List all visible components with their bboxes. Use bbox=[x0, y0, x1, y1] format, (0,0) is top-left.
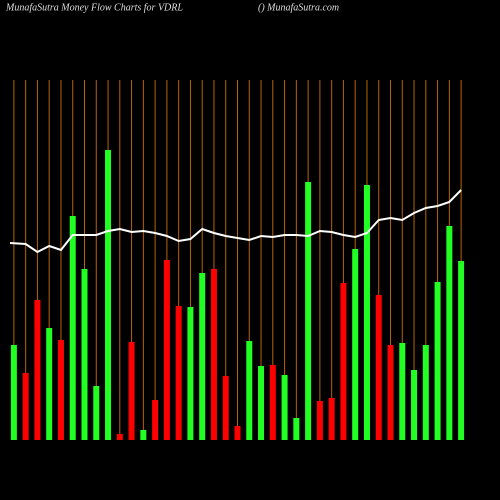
bar bbox=[199, 273, 206, 440]
bar bbox=[363, 185, 370, 440]
bar bbox=[163, 260, 170, 440]
bar bbox=[81, 269, 88, 440]
bar bbox=[340, 283, 347, 440]
bar bbox=[375, 295, 382, 440]
chart-title: MunafaSutra Money Flow Charts for VDRL bbox=[5, 2, 183, 13]
bar bbox=[46, 328, 53, 440]
bar bbox=[140, 430, 147, 440]
money-flow-line bbox=[9, 189, 462, 254]
bar bbox=[258, 366, 265, 440]
bar bbox=[22, 373, 29, 440]
bar bbox=[387, 345, 394, 440]
bar bbox=[34, 300, 41, 440]
bar bbox=[116, 434, 123, 440]
bar bbox=[128, 342, 135, 440]
bar bbox=[446, 226, 453, 440]
bar bbox=[210, 269, 217, 440]
bar bbox=[269, 365, 276, 440]
bar bbox=[57, 340, 64, 440]
bar bbox=[93, 386, 100, 440]
bar bbox=[422, 345, 429, 440]
bar bbox=[293, 418, 300, 440]
bar bbox=[234, 426, 241, 440]
bar bbox=[69, 216, 76, 440]
bar bbox=[411, 370, 418, 440]
bar bbox=[399, 343, 406, 440]
bar bbox=[175, 306, 182, 440]
site-label: () MunafaSutra.com bbox=[258, 2, 339, 13]
bar bbox=[305, 182, 312, 440]
bar bbox=[246, 341, 253, 440]
bar bbox=[222, 376, 229, 440]
bar bbox=[105, 150, 112, 440]
bar bbox=[316, 401, 323, 440]
bar bbox=[152, 400, 159, 440]
bar bbox=[281, 375, 288, 440]
bar bbox=[328, 398, 335, 440]
bar bbox=[10, 345, 17, 440]
bar bbox=[187, 307, 194, 440]
bar bbox=[458, 261, 465, 440]
bar bbox=[434, 282, 441, 440]
bar bbox=[352, 249, 359, 440]
